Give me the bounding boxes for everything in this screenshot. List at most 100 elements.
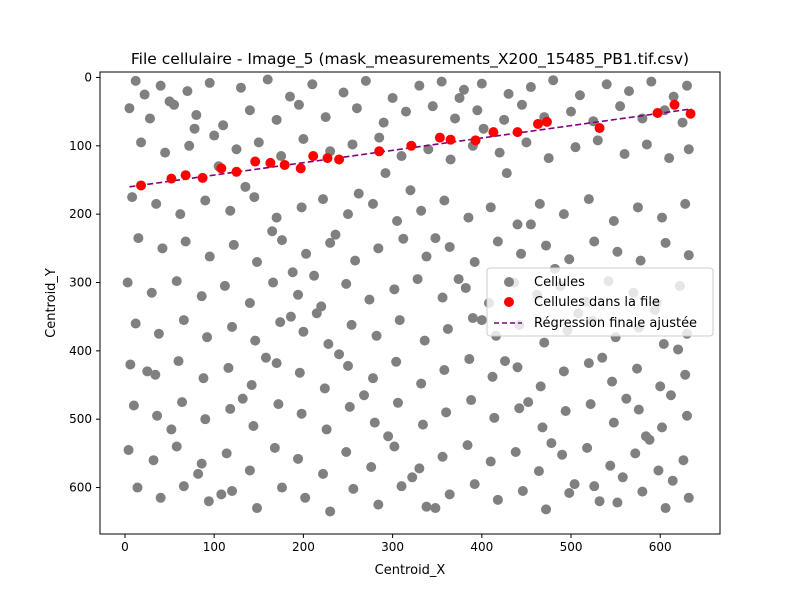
cellule-point-263	[683, 492, 694, 503]
cellule-point-97	[157, 243, 168, 254]
file-cell-point-14	[406, 140, 417, 151]
file-cell-point-4	[216, 163, 227, 174]
cellule-point-189	[632, 363, 643, 374]
x-tick-label-3: 300	[381, 540, 404, 554]
cellule-point-310	[673, 344, 684, 355]
cellule-point-179	[391, 356, 402, 367]
y-tick-label-2: 200	[69, 207, 92, 221]
cellule-point-201	[344, 401, 355, 412]
cellule-point-123	[196, 291, 207, 302]
cellule-point-230	[462, 440, 473, 451]
file-cell-point-23	[652, 108, 663, 119]
cellule-point-254	[469, 479, 480, 490]
file-cell-points	[136, 99, 696, 191]
x-tick-label-0: 0	[121, 540, 129, 554]
y-tick-label-4: 400	[69, 344, 92, 358]
cellule-point-295	[330, 229, 341, 240]
cellule-point-200	[321, 424, 332, 435]
cellule-point-82	[367, 198, 378, 209]
cellule-point-228	[414, 463, 425, 474]
cellule-point-23	[681, 80, 692, 91]
cellule-point-98	[180, 236, 191, 247]
cellule-point-170	[173, 356, 184, 367]
file-cell-point-19	[512, 127, 523, 138]
file-cell-point-22	[594, 123, 605, 134]
cellule-point-244	[227, 485, 238, 496]
cellule-point-158	[467, 313, 478, 324]
cellule-point-303	[523, 397, 534, 408]
cellule-point-234	[557, 449, 568, 460]
cellule-point-181	[439, 364, 450, 375]
cellule-point-134	[460, 282, 471, 293]
cellule-point-176	[319, 383, 330, 394]
cellule-point-240	[132, 482, 143, 493]
cellule-point-52	[231, 144, 242, 155]
x-tick-label-6: 600	[649, 540, 672, 554]
cellule-point-114	[564, 254, 575, 265]
cellule-point-149	[250, 335, 261, 346]
x-tick-label-4: 400	[470, 540, 493, 554]
cellule-point-79	[296, 202, 307, 213]
cellule-point-76	[225, 205, 236, 216]
y-axis: 0 100 200 300 400 500 600	[69, 70, 100, 495]
cellule-point-258	[564, 487, 575, 498]
cellule-point-274	[383, 431, 394, 442]
cellule-point-147	[202, 332, 213, 343]
file-cell-point-18	[488, 127, 499, 138]
cellule-point-156	[419, 335, 430, 346]
cellule-point-231	[485, 456, 496, 467]
cellule-point-268	[240, 181, 251, 192]
file-cell-point-16	[445, 134, 456, 145]
cellule-point-11	[414, 80, 425, 91]
cellule-point-150	[275, 317, 286, 328]
cellule-point-67	[592, 135, 603, 146]
cellule-point-186	[558, 366, 569, 377]
cellule-point-85	[439, 195, 450, 206]
x-axis-label: Centroid_X	[375, 563, 446, 578]
cellule-point-175	[294, 367, 305, 378]
cellule-point-300	[453, 274, 464, 285]
cellule-point-152	[323, 339, 334, 350]
cellule-point-273	[359, 390, 370, 401]
cellule-point-31	[293, 99, 304, 110]
cellule-point-119	[683, 250, 694, 261]
legend-label-file: Cellules dans la file	[534, 295, 660, 310]
legend: Cellules Cellules dans la file Régressio…	[486, 267, 714, 337]
y-tick-label-6: 600	[69, 481, 92, 495]
cellule-point-116	[612, 246, 623, 257]
cellule-point-220	[221, 448, 232, 459]
cellule-point-27	[191, 110, 202, 121]
cellule-point-37	[450, 113, 461, 124]
cellule-point-101	[252, 256, 263, 267]
cellule-point-233	[533, 466, 544, 477]
cellule-point-309	[665, 390, 676, 401]
cellule-point-206	[466, 395, 477, 406]
cellule-point-96	[133, 233, 144, 244]
cellule-point-132	[412, 274, 423, 285]
file-cell-point-3	[197, 172, 208, 183]
cellule-point-77	[249, 192, 260, 203]
cellule-point-277	[454, 92, 465, 103]
cellule-point-81	[343, 209, 353, 220]
cellule-point-103	[301, 248, 312, 259]
cellule-point-202	[369, 417, 380, 428]
cellule-point-133	[437, 292, 448, 303]
cellule-point-120	[122, 277, 133, 288]
cellule-point-193	[152, 410, 163, 421]
legend-label-cellules: Cellules	[534, 275, 585, 290]
cellule-point-214	[657, 422, 668, 433]
cellule-point-109	[444, 241, 455, 252]
cellule-point-247	[300, 492, 311, 503]
cellule-point-266	[189, 123, 200, 134]
plot-frame	[99, 71, 721, 535]
y-tick-label-0: 0	[84, 70, 92, 84]
cellule-point-21	[646, 76, 657, 87]
cellule-point-205	[441, 407, 452, 418]
cellule-point-286	[667, 475, 678, 486]
cellule-point-308	[640, 431, 651, 442]
cellule-point-260	[612, 497, 623, 508]
chart-title: File cellulaire - Image_5 (mask_measurem…	[131, 50, 689, 69]
cellule-point-161	[539, 337, 550, 348]
cellule-point-184	[512, 362, 523, 373]
cellule-point-288	[166, 424, 177, 435]
